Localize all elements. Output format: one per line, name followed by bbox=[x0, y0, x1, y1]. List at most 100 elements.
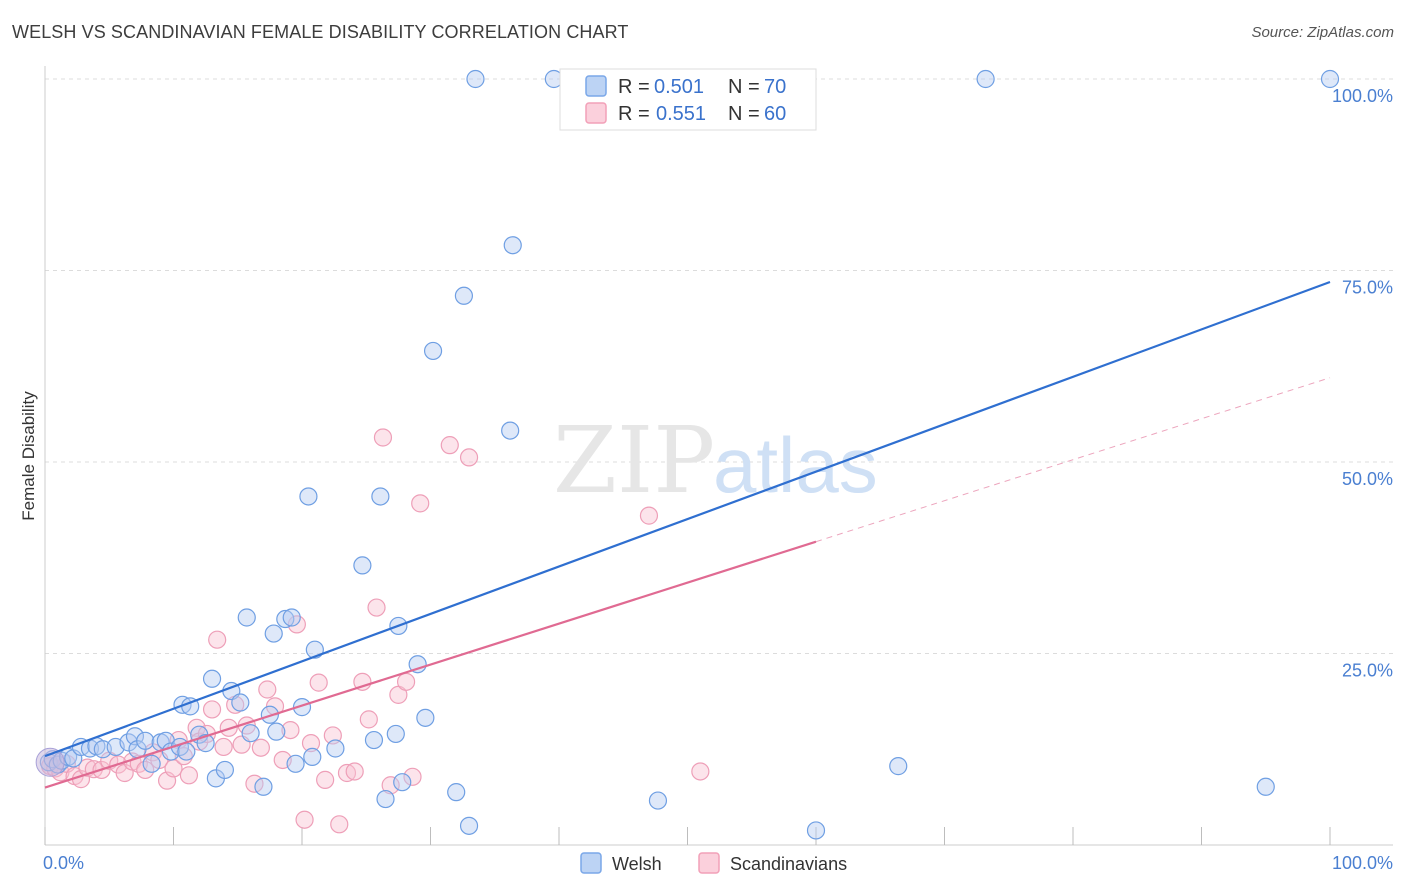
welsh-point bbox=[648, 791, 668, 810]
welsh-point bbox=[303, 747, 322, 767]
welsh-point bbox=[254, 777, 273, 796]
scandinavians-point bbox=[411, 494, 430, 513]
scandinavians-point bbox=[373, 428, 393, 447]
welsh-point bbox=[136, 731, 155, 750]
welsh-point bbox=[501, 421, 520, 440]
stats-legend: R = 0.501 N = 70 R = 0.551 N = 60 bbox=[559, 68, 817, 131]
welsh-point bbox=[142, 754, 161, 773]
welsh-point bbox=[196, 734, 215, 753]
y-tick-label: 75.0% bbox=[1342, 278, 1393, 298]
bottom-swatch-welsh bbox=[580, 852, 602, 874]
y-tick-label: 50.0% bbox=[1342, 469, 1393, 489]
welsh-point bbox=[1320, 69, 1340, 89]
bottom-legend-welsh: Welsh bbox=[612, 854, 662, 874]
welsh-point bbox=[376, 789, 395, 809]
legend-welsh-n-label: N = bbox=[728, 76, 760, 98]
welsh-point bbox=[454, 286, 474, 305]
welsh-point bbox=[202, 669, 222, 688]
welsh-point bbox=[976, 69, 995, 89]
legend-scand-r-value: 0.551 bbox=[656, 103, 706, 125]
welsh-point bbox=[416, 708, 435, 727]
y-tick-label: 25.0% bbox=[1342, 661, 1393, 681]
scandinavians-point bbox=[345, 762, 364, 781]
scandinavians-point bbox=[330, 815, 349, 834]
scandinavians-point bbox=[459, 448, 479, 467]
legend-scand-n-value: 60 bbox=[764, 103, 786, 125]
x-tick-max: 100.0% bbox=[1332, 853, 1393, 873]
series-legend: Welsh Scandinavians bbox=[580, 852, 847, 874]
legend-welsh-r-label: R = bbox=[618, 76, 650, 98]
scandinavians-trend-line bbox=[44, 540, 817, 789]
y-axis-label: Female Disability bbox=[19, 391, 38, 521]
legend-swatch-scandinavians bbox=[585, 102, 607, 124]
welsh-point bbox=[215, 760, 234, 780]
scandinavians-point bbox=[367, 598, 386, 617]
scandinavians-point bbox=[639, 506, 659, 525]
scandinavians-point bbox=[403, 767, 422, 786]
watermark-atlas: atlas bbox=[713, 421, 878, 509]
welsh-point bbox=[371, 487, 390, 506]
welsh-point bbox=[237, 608, 256, 627]
welsh-point bbox=[326, 739, 345, 758]
x-tick-min: 0.0% bbox=[43, 853, 84, 873]
watermark: ZIP atlas bbox=[553, 407, 878, 514]
grid-lines bbox=[45, 78, 1393, 654]
scandinavians-point bbox=[202, 700, 222, 719]
scandinavians-point bbox=[214, 737, 233, 757]
legend-scand-n-label: N = bbox=[728, 103, 760, 125]
welsh-point bbox=[177, 742, 196, 761]
welsh-point bbox=[292, 698, 312, 717]
scandinavians-point bbox=[208, 630, 227, 649]
bottom-legend-scandinavians: Scandinavians bbox=[730, 854, 847, 874]
welsh-point bbox=[286, 754, 305, 773]
welsh-point bbox=[282, 608, 301, 627]
scandinavians-point bbox=[281, 720, 300, 740]
scandinavians-point bbox=[396, 672, 416, 691]
trend-lines bbox=[44, 280, 1331, 789]
welsh-point bbox=[299, 487, 318, 506]
welsh-point bbox=[267, 722, 286, 741]
welsh-point bbox=[459, 816, 479, 835]
axes bbox=[44, 66, 1393, 846]
scandinavians-point bbox=[440, 436, 459, 455]
welsh-point bbox=[241, 724, 260, 743]
scandinavians-point bbox=[295, 810, 314, 829]
scandinavians-point bbox=[309, 673, 328, 692]
scandinavians-point bbox=[258, 680, 277, 699]
welsh-point bbox=[503, 236, 522, 255]
welsh-point bbox=[276, 609, 295, 629]
scandinavians-point bbox=[691, 762, 710, 781]
legend-scand-r-label: R = bbox=[618, 103, 650, 125]
welsh-point bbox=[447, 783, 466, 802]
scandinavians-point bbox=[359, 710, 378, 729]
scandinavians-point bbox=[251, 738, 270, 757]
welsh-point bbox=[353, 556, 372, 575]
welsh-point bbox=[231, 693, 250, 712]
welsh-trend-line bbox=[44, 280, 1331, 758]
legend-welsh-n-value: 70 bbox=[764, 76, 786, 98]
scandinavians-point bbox=[337, 763, 357, 783]
y-tick-labels: 25.0% 50.0% 75.0% 100.0% bbox=[1332, 86, 1393, 681]
welsh-points bbox=[35, 69, 1340, 840]
scandinavians-point bbox=[381, 776, 400, 795]
source-label: Source: ZipAtlas.com bbox=[1251, 24, 1394, 41]
welsh-cluster-point bbox=[35, 747, 65, 777]
scandinavians-point bbox=[301, 734, 321, 753]
welsh-point bbox=[161, 742, 181, 761]
welsh-point bbox=[364, 730, 384, 750]
chart-title: WELSH VS SCANDINAVIAN FEMALE DISABILITY … bbox=[12, 22, 629, 42]
welsh-point bbox=[1256, 777, 1275, 796]
welsh-point bbox=[393, 773, 412, 792]
welsh-point bbox=[466, 69, 485, 89]
welsh-point bbox=[806, 821, 826, 840]
welsh-point bbox=[264, 624, 283, 643]
legend-swatch-welsh bbox=[585, 75, 607, 97]
legend-welsh-r-value: 0.501 bbox=[654, 76, 704, 98]
welsh-point bbox=[423, 341, 443, 361]
scandinavians-points bbox=[41, 428, 710, 834]
scandinavians-trend-extension bbox=[815, 377, 1331, 543]
welsh-point bbox=[386, 724, 405, 744]
scandinavians-point bbox=[179, 766, 199, 785]
welsh-point bbox=[889, 757, 908, 776]
